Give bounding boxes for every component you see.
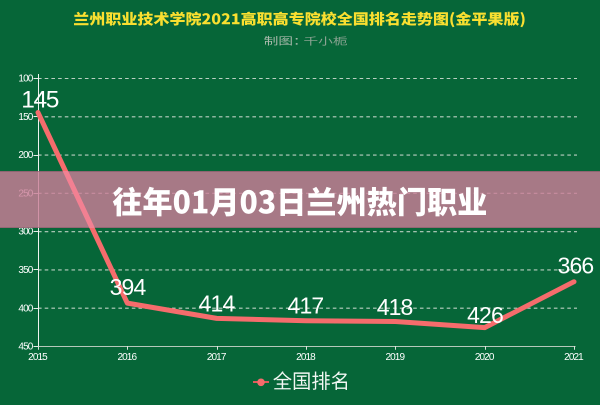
svg-text:394: 394 bbox=[110, 274, 147, 300]
svg-text:300: 300 bbox=[18, 227, 33, 238]
svg-text:150: 150 bbox=[18, 112, 33, 123]
svg-text:418: 418 bbox=[377, 294, 413, 320]
svg-text:2021: 2021 bbox=[564, 352, 584, 363]
svg-text:2015: 2015 bbox=[28, 352, 48, 363]
svg-text:145: 145 bbox=[21, 87, 58, 114]
svg-text:2017: 2017 bbox=[207, 352, 227, 363]
svg-text:414: 414 bbox=[199, 291, 236, 317]
svg-text:350: 350 bbox=[18, 265, 33, 276]
svg-text:2020: 2020 bbox=[475, 352, 495, 363]
svg-text:426: 426 bbox=[467, 302, 503, 328]
svg-text:100: 100 bbox=[18, 74, 33, 85]
svg-text:417: 417 bbox=[288, 292, 324, 318]
svg-text:2016: 2016 bbox=[117, 352, 137, 363]
svg-text:450: 450 bbox=[18, 342, 33, 353]
svg-text:366: 366 bbox=[558, 253, 594, 279]
svg-text:2018: 2018 bbox=[296, 352, 316, 363]
svg-text:2019: 2019 bbox=[385, 352, 405, 363]
svg-text:400: 400 bbox=[18, 303, 33, 314]
svg-text:200: 200 bbox=[18, 150, 33, 161]
